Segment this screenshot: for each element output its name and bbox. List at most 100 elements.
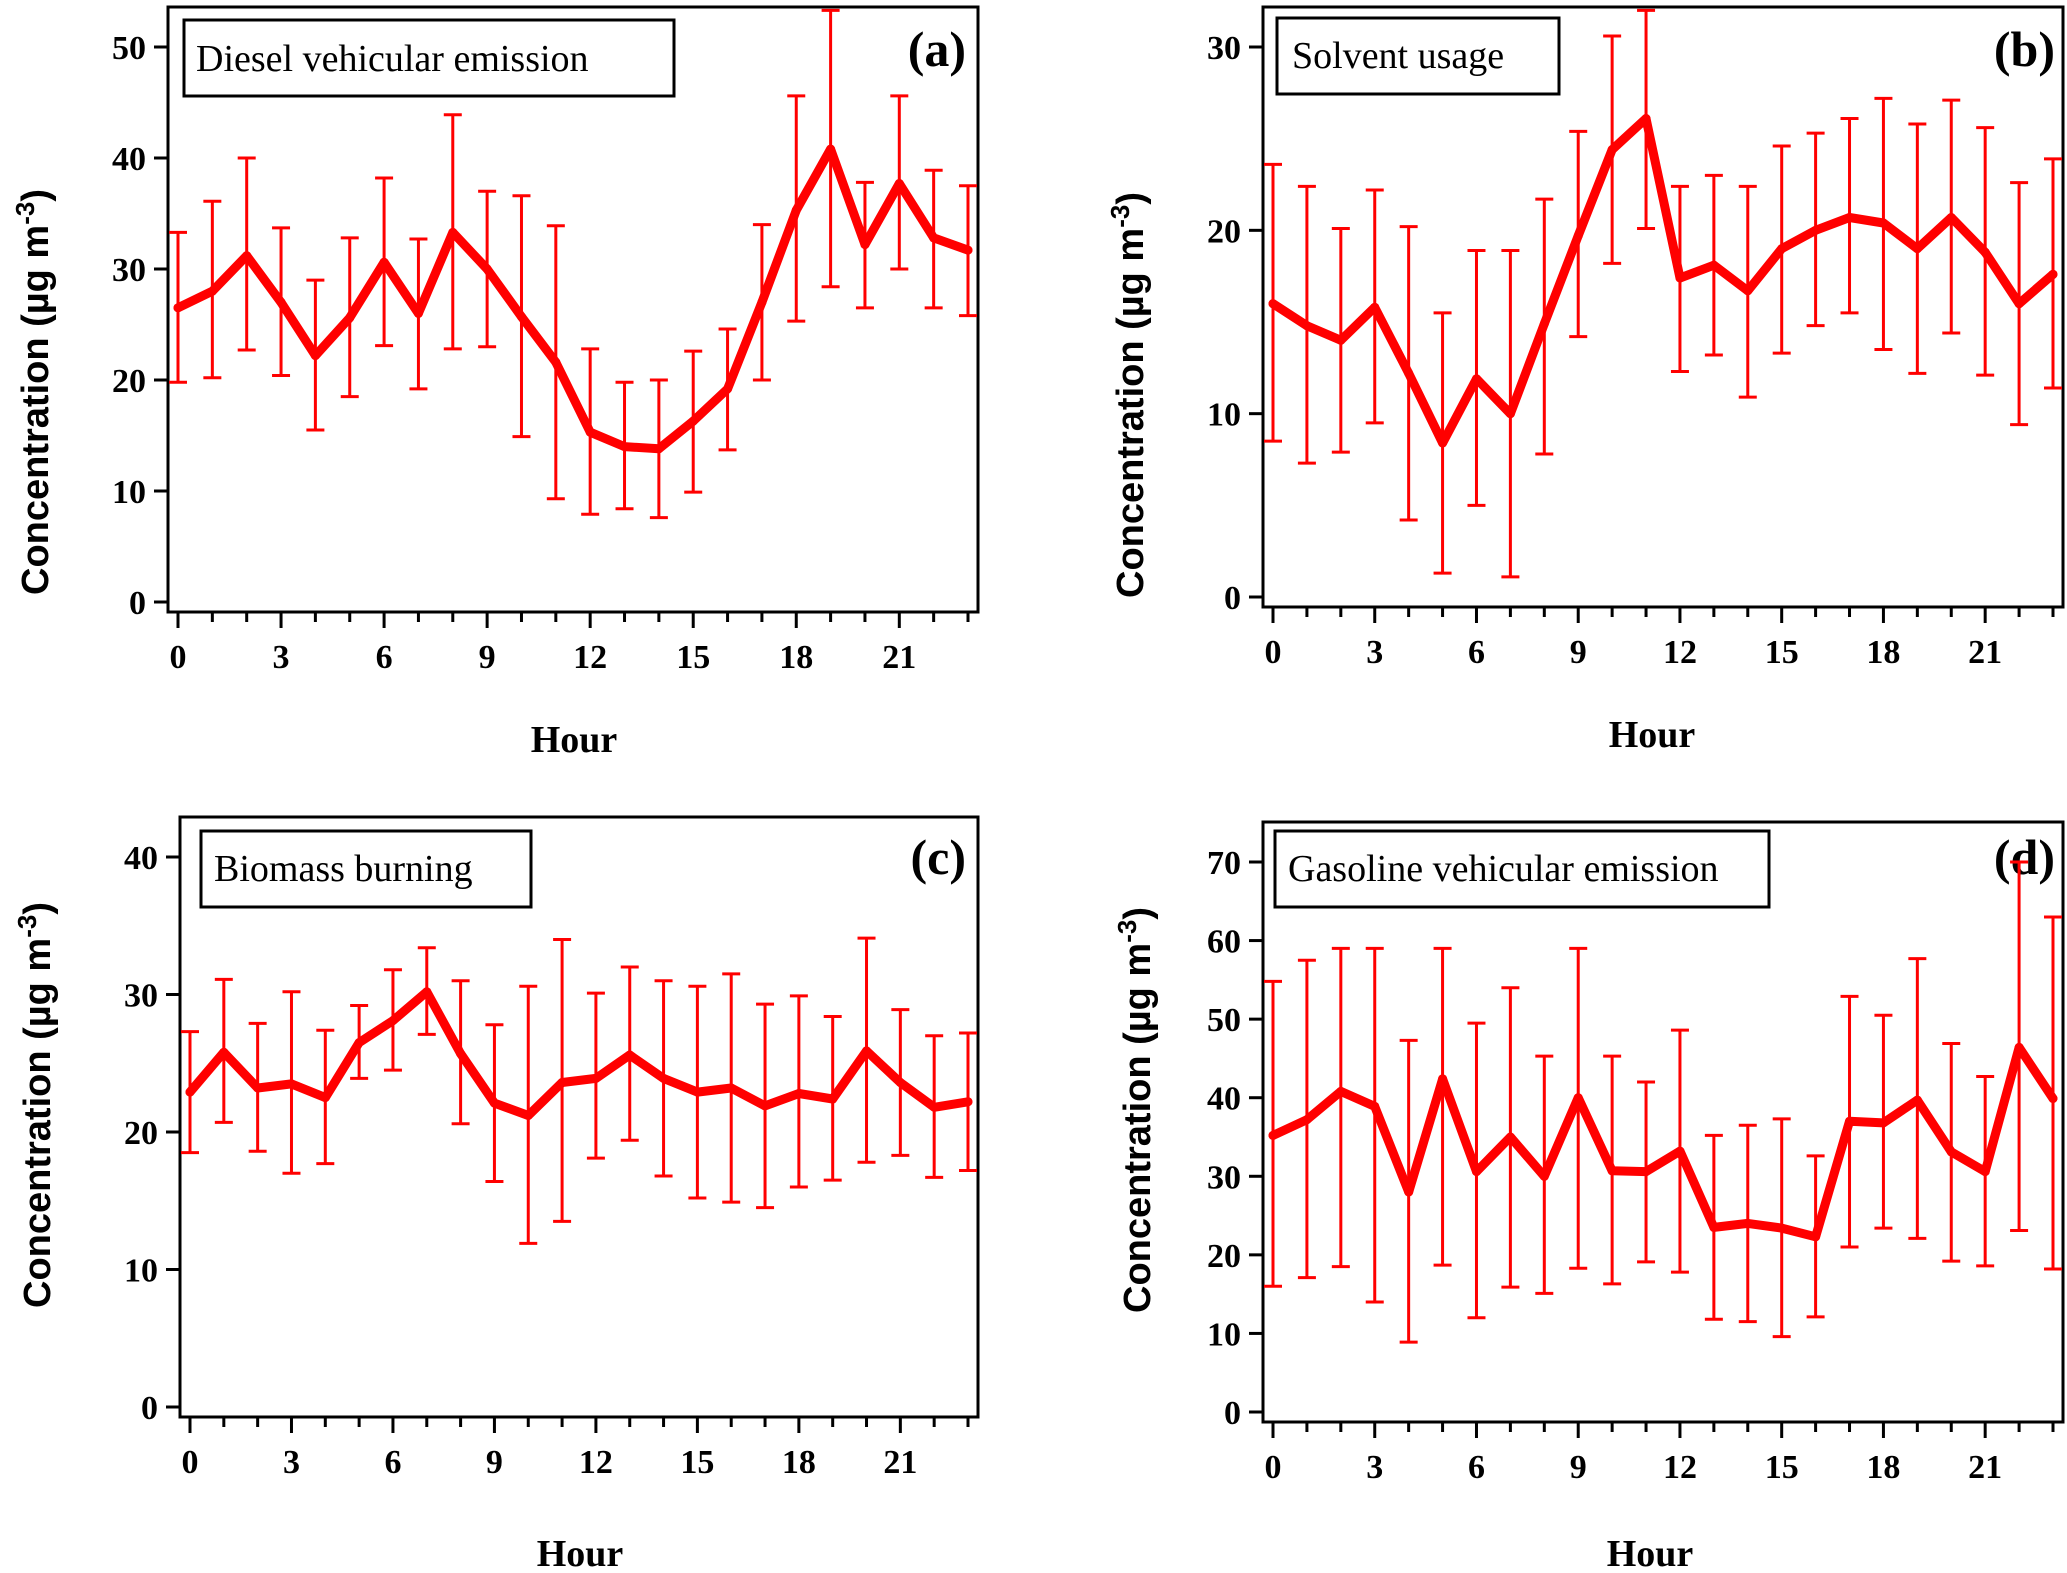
panel-b-point-20 xyxy=(1946,213,1956,222)
panel-a-point-6 xyxy=(379,257,389,267)
panel-c-x-tick-label-15: 15 xyxy=(680,1444,714,1481)
panel-d-y-tick-label-10: 10 xyxy=(1207,1316,1241,1353)
panel-d-y-axis-title-main: Concentration (µg m xyxy=(1117,943,1159,1313)
panel-c-x-tick-label-21: 21 xyxy=(883,1444,917,1481)
panel-c-x-tick-label-3: 3 xyxy=(283,1444,300,1481)
panel-d-y-tick-label-60: 60 xyxy=(1207,924,1241,961)
panel-d-x-axis-title: Hour xyxy=(1607,1533,1694,1573)
panel-d-point-20 xyxy=(1946,1147,1956,1157)
panel-c-point-12 xyxy=(591,1073,601,1083)
panel-a-x-tick-label-15: 15 xyxy=(676,639,710,676)
panel-b-axes: 0 10 20 30 0 3 6 9 12 15 18 21 xyxy=(1207,30,2055,671)
panel-a: Diesel vehicular emission (a) Concentrat… xyxy=(10,5,980,761)
panel-d-y-tick-label-20: 20 xyxy=(1207,1238,1241,1275)
panel-b-label: (b) xyxy=(1994,21,2055,77)
panel-b-y-axis-title-close: ) xyxy=(1110,192,1152,205)
panel-c-point-21 xyxy=(895,1078,905,1087)
panel-a-x-tick-label-18: 18 xyxy=(779,639,813,676)
panel-b-series xyxy=(1268,114,2058,448)
panel-c-y-axis-title: Concentration (µg m-3) xyxy=(12,902,59,1308)
panel-a-x-tick-label-12: 12 xyxy=(573,639,607,676)
panel-d-point-13 xyxy=(1709,1222,1719,1232)
panel-a-x-tick-label-0: 0 xyxy=(170,639,187,676)
panel-a-point-7 xyxy=(413,308,423,318)
panel-b-point-8 xyxy=(1539,319,1549,329)
panel-b-legend-box xyxy=(1275,16,1561,96)
panel-d-point-8 xyxy=(1539,1171,1549,1181)
panel-c-point-17 xyxy=(760,1101,770,1111)
panel-a-x-tick-label-3: 3 xyxy=(273,639,290,676)
panel-b-x-tick-label-18: 18 xyxy=(1866,634,1900,671)
panel-a-y-tick-label-40: 40 xyxy=(112,141,146,178)
panel-b-point-16 xyxy=(1811,225,1821,235)
panel-d-frame xyxy=(1261,820,2065,1424)
panel-a-point-18 xyxy=(791,205,801,215)
panel-b-x-tick-label-15: 15 xyxy=(1765,634,1799,671)
panel-c-point-9 xyxy=(489,1098,499,1108)
panel-d-y-axis-title: Concentration (µg m-3) xyxy=(1112,907,1159,1313)
panel-c-x-tick-label-6: 6 xyxy=(384,1444,401,1481)
panel-a-point-22 xyxy=(929,233,939,243)
panel-b-point-6 xyxy=(1471,374,1481,384)
panel-d-label: (d) xyxy=(1994,829,2055,885)
panel-b-point-2 xyxy=(1336,335,1346,345)
panel-c-point-8 xyxy=(456,1049,466,1059)
panel-a-point-21 xyxy=(894,179,904,189)
panel-c-y-axis-title-superscript: -3 xyxy=(12,915,42,938)
panel-a-x-tick-label-9: 9 xyxy=(479,639,496,676)
panel-a-point-10 xyxy=(516,312,526,322)
panel-b-point-9 xyxy=(1573,231,1583,241)
panel-b-point-4 xyxy=(1404,368,1414,378)
panel-b-y-tick-label-20: 20 xyxy=(1207,213,1241,250)
panel-c-point-7 xyxy=(422,987,432,997)
panel-a-label: (a) xyxy=(908,21,966,77)
panel-c-x-tick-label-0: 0 xyxy=(182,1444,199,1481)
panel-a-y-tick-label-10: 10 xyxy=(112,474,146,511)
panel-d-x-tick-label-3: 3 xyxy=(1366,1449,1383,1486)
panel-a-series xyxy=(173,144,973,454)
panel-a-y-axis-title: Concentration (µg m-3) xyxy=(10,189,57,595)
panel-a-point-19 xyxy=(826,144,836,154)
panel-d-series xyxy=(1268,1042,2058,1242)
panel-d-legend-text: Gasoline vehicular emission xyxy=(1288,848,1719,890)
panel-a-y-tick-label-0: 0 xyxy=(129,585,146,622)
panel-b-y-axis-title: Concentration (µg m-3) xyxy=(1105,192,1152,598)
panel-a-y-axis-title-main: Concentration (µg m xyxy=(15,225,57,595)
panel-c-point-22 xyxy=(929,1102,939,1112)
panel-d-y-tick-label-50: 50 xyxy=(1207,1002,1241,1039)
panel-d-x-tick-label-9: 9 xyxy=(1570,1449,1587,1486)
panel-c-point-6 xyxy=(388,1016,398,1026)
panel-b-x-tick-label-21: 21 xyxy=(1968,634,2002,671)
panel-d-error-bars xyxy=(1264,860,2062,1344)
panel-d-point-9 xyxy=(1573,1093,1583,1103)
panel-c-y-tick-label-0: 0 xyxy=(141,1390,158,1427)
panel-d-series-line xyxy=(1268,1042,2058,1242)
panel-a-point-2 xyxy=(242,251,252,261)
panel-c-point-4 xyxy=(320,1093,330,1103)
panel-c-point-5 xyxy=(354,1038,364,1048)
panel-d-point-15 xyxy=(1777,1223,1787,1233)
panel-b-point-11 xyxy=(1641,114,1651,123)
panel-b-x-tick-label-0: 0 xyxy=(1265,634,1282,671)
panel-c-y-tick-label-10: 10 xyxy=(124,1253,158,1290)
panel-a-point-20 xyxy=(860,240,870,250)
panel-d-point-10 xyxy=(1607,1166,1617,1176)
panel-d-point-7 xyxy=(1505,1132,1515,1142)
panel-a-point-11 xyxy=(551,357,561,367)
panel-b-point-23 xyxy=(2048,269,2058,279)
panel-b-point-22 xyxy=(2014,299,2024,309)
panel-d-axes: 0 10 20 30 40 50 60 70 0 3 6 9 12 15 18 21 xyxy=(1207,845,2055,1486)
panel-a-y-axis-title-close: ) xyxy=(15,189,57,202)
panel-a-y-axis-title-superscript: -3 xyxy=(10,202,40,225)
panel-b-x-tick-label-9: 9 xyxy=(1570,634,1587,671)
panel-c-point-3 xyxy=(286,1079,296,1089)
panel-d-y-tick-label-70: 70 xyxy=(1207,845,1241,882)
panel-b-x-tick-label-3: 3 xyxy=(1366,634,1383,671)
panel-b-point-1 xyxy=(1302,321,1312,331)
panel-c-x-tick-label-18: 18 xyxy=(782,1444,816,1481)
panel-d-x-tick-label-21: 21 xyxy=(1968,1449,2002,1486)
panel-c-point-2 xyxy=(253,1083,263,1093)
panel-c-y-axis-title-close: ) xyxy=(17,902,59,915)
panel-d-y-tick-label-40: 40 xyxy=(1207,1081,1241,1118)
panel-d-point-4 xyxy=(1404,1187,1414,1197)
